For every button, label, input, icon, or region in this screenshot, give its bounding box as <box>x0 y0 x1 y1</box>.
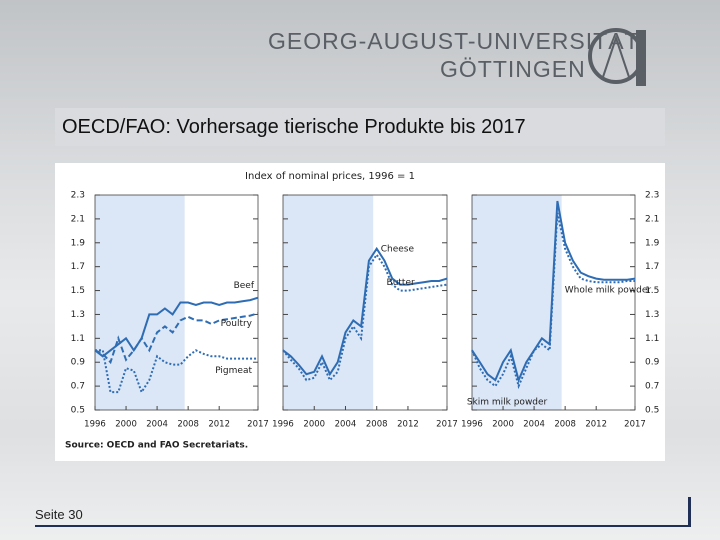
plot-frame <box>471 194 636 411</box>
x-tick-label: 2000 <box>492 420 514 430</box>
x-tick-label: 2012 <box>585 420 607 430</box>
x-tick-label: 2017 <box>624 420 646 430</box>
x-tick-label: 2008 <box>177 420 199 430</box>
series-line <box>94 312 259 365</box>
y-tick-label: 1.7 <box>645 262 659 272</box>
figure: Index of nominal prices, 1996 = 1 Source… <box>55 163 665 461</box>
y-tick-label: 1.5 <box>645 286 659 296</box>
series-label: Skim milk powder <box>467 398 548 408</box>
x-tick-label: 2017 <box>436 420 458 430</box>
y-tick-label: 0.7 <box>645 382 659 392</box>
y-tick-label: 2.1 <box>71 214 85 224</box>
x-tick-label: 1996 <box>84 420 106 430</box>
series-line <box>94 296 259 358</box>
x-tick-label: 2012 <box>397 420 419 430</box>
y-tick-label: 1.7 <box>71 262 85 272</box>
series-label: Poultry <box>221 319 253 329</box>
x-tick-label: 1996 <box>461 420 483 430</box>
y-tick-label: 0.7 <box>71 382 85 392</box>
series-label: Cheese <box>381 244 415 254</box>
forecast-shade <box>472 195 562 410</box>
x-tick-label: 2012 <box>208 420 230 430</box>
figure-title: Index of nominal prices, 1996 = 1 <box>245 171 415 182</box>
series-label: Beef <box>234 281 255 291</box>
page-number: Seite 30 <box>35 507 83 522</box>
y-tick-label: 1.3 <box>645 310 659 320</box>
x-tick-label: 2004 <box>523 420 545 430</box>
y-tick-label: 2.3 <box>71 191 85 201</box>
x-tick-label: 2008 <box>366 420 388 430</box>
footer-rule <box>35 525 691 527</box>
y-tick-label: 2.3 <box>645 191 659 201</box>
y-tick-label: 1.5 <box>71 286 85 296</box>
x-tick-label: 1996 <box>272 420 294 430</box>
series-label: Pigmeat <box>215 366 252 376</box>
footer-rule <box>688 497 691 527</box>
plot-frame <box>282 194 448 411</box>
series-label: Butter <box>387 278 415 288</box>
x-tick-label: 2008 <box>554 420 576 430</box>
y-tick-label: 1.9 <box>645 238 660 248</box>
series-label: Whole milk powder <box>565 285 652 295</box>
y-tick-label: 2.1 <box>645 214 659 224</box>
y-tick-label: 0.5 <box>645 406 659 416</box>
plot-frame <box>94 194 259 411</box>
forecast-shade <box>95 195 185 410</box>
x-tick-label: 2000 <box>303 420 325 430</box>
logo <box>588 28 646 86</box>
y-tick-label: 0.5 <box>71 406 85 416</box>
series-line <box>282 252 448 382</box>
figure-source: Source: OECD and FAO Secretariats. <box>65 441 248 451</box>
series-line <box>282 246 448 377</box>
y-tick-label: 0.9 <box>71 358 86 368</box>
series-line <box>95 349 258 395</box>
x-tick-label: 2017 <box>247 420 269 430</box>
y-tick-label: 1.1 <box>645 334 659 344</box>
y-tick-label: 1.3 <box>71 310 85 320</box>
y-tick-label: 0.9 <box>645 358 660 368</box>
y-tick-label: 1.1 <box>71 334 85 344</box>
university-name: GEORG-AUGUST-UNIVERSITÄT <box>268 28 640 54</box>
x-tick-label: 2004 <box>146 420 168 430</box>
city-name: GÖTTINGEN <box>440 56 586 82</box>
y-tick-label: 1.9 <box>71 238 86 248</box>
slide-title: OECD/FAO: Vorhersage tierische Produkte … <box>62 116 526 138</box>
x-tick-label: 2004 <box>335 420 357 430</box>
title-bar <box>55 108 665 146</box>
x-tick-label: 2000 <box>115 420 137 430</box>
